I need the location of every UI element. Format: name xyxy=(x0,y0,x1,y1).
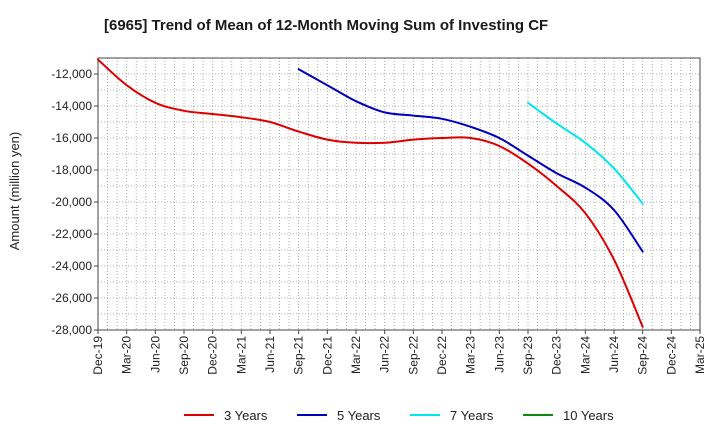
y-axis-label: Amount (million yen) xyxy=(7,132,22,251)
y-tick-label: -28,000 xyxy=(51,323,92,337)
x-tick-label: Jun-23 xyxy=(492,336,506,373)
x-tick-label: Mar-22 xyxy=(349,336,363,374)
x-tick-label: Dec-24 xyxy=(664,336,678,375)
x-axis: Dec-19 Mar-20 Jun-20 Sep-20 Dec-20 Mar-21 Jun-… xyxy=(91,330,707,375)
y-tick-label: -16,000 xyxy=(51,131,92,145)
legend-label-5-years: 5 Years xyxy=(337,408,381,423)
x-tick-label: Sep-22 xyxy=(406,336,420,375)
x-tick-label: Dec-19 xyxy=(91,336,105,375)
y-tick-label: -26,000 xyxy=(51,291,92,305)
x-tick-label: Sep-20 xyxy=(177,336,191,375)
x-tick-label: Dec-22 xyxy=(435,336,449,375)
x-tick-label: Jun-20 xyxy=(148,336,162,373)
y-axis: -12,000 -14,000 -16,000 -18,000 -20,000 -22,0… xyxy=(51,67,98,337)
y-tick-label: -14,000 xyxy=(51,99,92,113)
x-tick-label: Jun-22 xyxy=(378,336,392,373)
x-tick-label: Mar-24 xyxy=(578,336,592,374)
legend: 3 Years 5 Years 7 Years 10 Years xyxy=(184,408,614,423)
series-lines xyxy=(97,58,644,328)
x-tick-label: Sep-21 xyxy=(292,336,306,375)
legend-label-3-years: 3 Years xyxy=(224,408,268,423)
y-tick-label: -24,000 xyxy=(51,259,92,273)
x-tick-label: Jun-21 xyxy=(263,336,277,373)
series-line-5-years xyxy=(297,68,644,253)
x-tick-label: Sep-24 xyxy=(636,336,650,375)
x-tick-label: Sep-23 xyxy=(521,336,535,375)
x-tick-label: Mar-21 xyxy=(234,336,248,374)
y-tick-label: -18,000 xyxy=(51,163,92,177)
x-tick-label: Jun-24 xyxy=(607,336,621,373)
x-tick-label: Mar-20 xyxy=(120,336,134,374)
grid xyxy=(98,58,700,330)
x-tick-label: Mar-23 xyxy=(464,336,478,374)
legend-label-10-years: 10 Years xyxy=(563,408,614,423)
x-tick-label: Dec-23 xyxy=(550,336,564,375)
series-line-3-years xyxy=(97,58,644,328)
x-tick-label: Dec-21 xyxy=(320,336,334,375)
legend-label-7-years: 7 Years xyxy=(450,408,494,423)
x-tick-label: Mar-25 xyxy=(693,336,707,374)
series-line-7-years xyxy=(527,101,644,205)
x-tick-label: Dec-20 xyxy=(206,336,220,375)
y-tick-label: -22,000 xyxy=(51,227,92,241)
y-tick-label: -20,000 xyxy=(51,195,92,209)
plot-area xyxy=(97,57,701,331)
y-tick-label: -12,000 xyxy=(51,67,92,81)
chart-title: [6965] Trend of Mean of 12-Month Moving … xyxy=(104,17,548,34)
